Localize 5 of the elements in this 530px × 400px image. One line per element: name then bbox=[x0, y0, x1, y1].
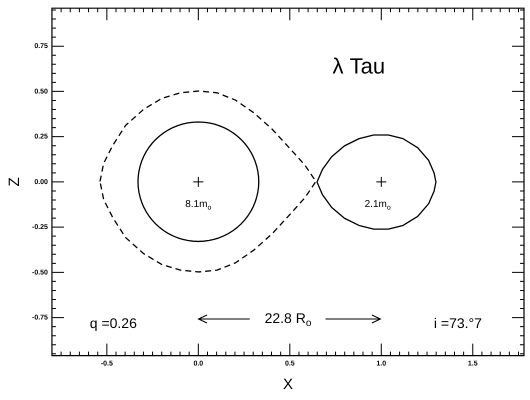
annotation: q =0.26 bbox=[90, 315, 138, 332]
annotation: i =73.°7 bbox=[434, 315, 482, 332]
y-axis-title: Z bbox=[6, 177, 24, 186]
annotation: λ Tau bbox=[332, 53, 386, 78]
x-axis-title: X bbox=[282, 376, 293, 394]
